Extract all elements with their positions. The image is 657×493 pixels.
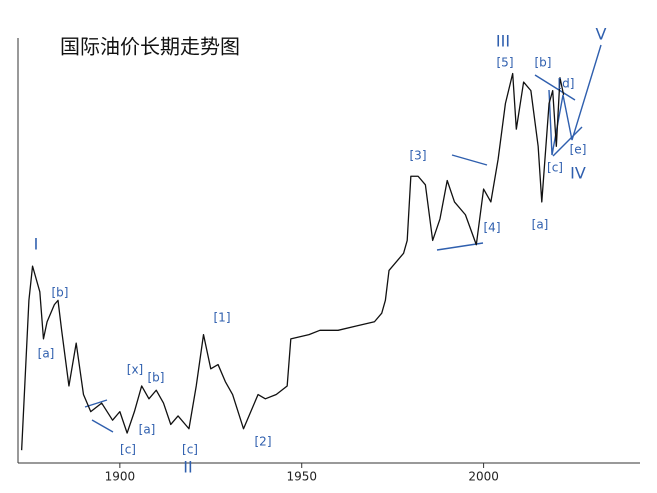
trend-line xyxy=(91,419,114,433)
wave-label: [a] xyxy=(139,423,156,437)
wave-label: [c] xyxy=(182,443,198,457)
wave-label: [3] xyxy=(410,149,427,163)
wave-label: [e] xyxy=(570,143,587,157)
wave-label: II xyxy=(183,458,192,477)
trend-line xyxy=(451,154,488,166)
wave-label: IV xyxy=(570,164,586,183)
wave-label: [d] xyxy=(558,77,575,91)
x-tick-label: 2000 xyxy=(468,470,499,484)
wave-label: [1] xyxy=(214,311,231,325)
price-line xyxy=(20,72,565,451)
wave-label: [c] xyxy=(547,161,563,175)
wave-label: III xyxy=(496,32,510,51)
wave-label: [c] xyxy=(120,443,136,457)
wave-label: [4] xyxy=(484,221,501,235)
x-tick-label: 1900 xyxy=(105,470,136,484)
trend-line xyxy=(436,242,484,251)
wave-label: [a] xyxy=(532,218,549,232)
wave-label: [2] xyxy=(255,435,272,449)
wave-label: [b] xyxy=(535,56,552,70)
wave-label: [b] xyxy=(52,286,69,300)
trend-line xyxy=(552,126,583,157)
chart-title: 国际油价长期走势图 xyxy=(60,35,240,59)
wave-label: V xyxy=(596,25,607,44)
wave-label: [x] xyxy=(127,363,143,377)
wave-label: [5] xyxy=(497,56,514,70)
wave-label: I xyxy=(34,235,39,254)
wave-label: [b] xyxy=(148,371,165,385)
x-tick-label: 1950 xyxy=(286,470,317,484)
wave-label: [a] xyxy=(38,347,55,361)
trend-line xyxy=(534,74,576,101)
